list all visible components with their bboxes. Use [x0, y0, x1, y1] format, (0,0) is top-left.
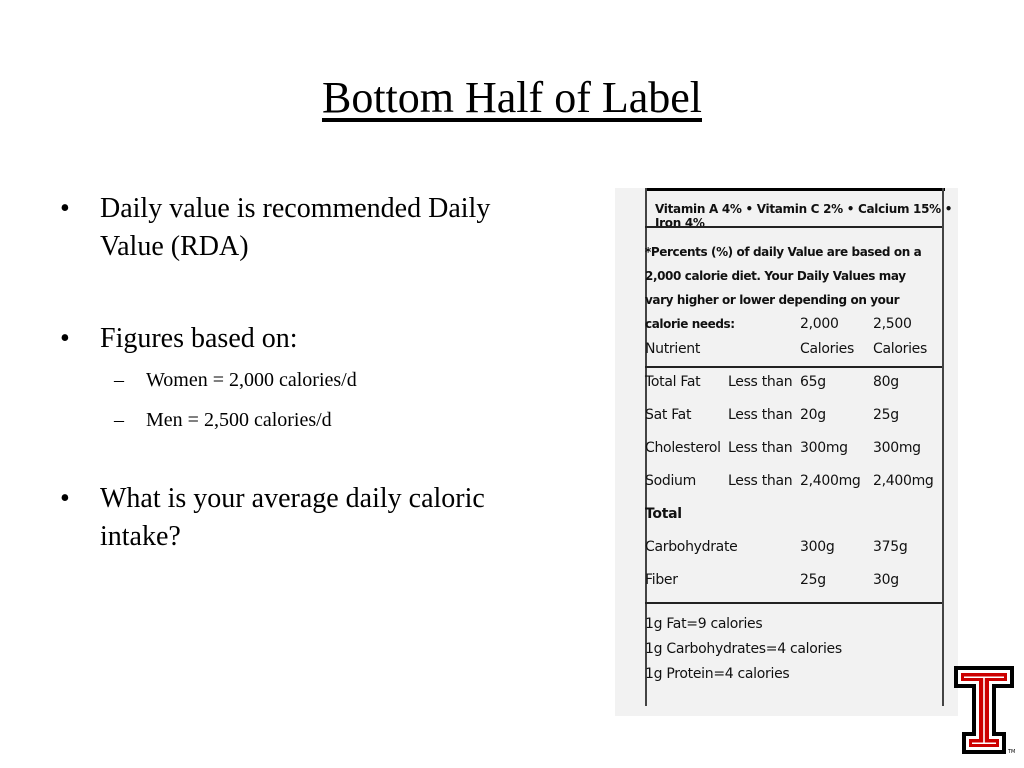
header-nutrient: Nutrient — [645, 341, 701, 357]
nutrition-label-image: Vitamin A 4% • Vitamin C 2% • Calcium 15… — [615, 188, 958, 716]
label-right-border — [942, 188, 944, 706]
nutrient-name: Total Fat — [645, 374, 701, 390]
sub-bullet-text: Men = 2,500 calories/d — [146, 409, 332, 431]
nutrient-qualifier: Less than — [728, 374, 793, 390]
value-2500: 2,400mg — [873, 473, 934, 489]
calorie-fact: 1g Protein=4 calories — [645, 666, 790, 682]
sub-bullet-item: – Women = 2,000 calories/d — [100, 360, 520, 400]
value-2000: 20g — [800, 407, 826, 423]
label-divider — [645, 602, 942, 604]
bullet-marker: • — [60, 483, 70, 514]
value-2000: 300mg — [800, 440, 848, 456]
nutrient-name: Carbohydrate — [645, 539, 738, 555]
value-2000: 300g — [800, 539, 835, 555]
sub-bullet-text: Women = 2,000 calories/d — [146, 369, 357, 391]
sub-bullet-marker: – — [114, 409, 124, 431]
bullet-text: Figures based on: — [100, 323, 298, 354]
calorie-fact: 1g Fat=9 calories — [645, 616, 763, 632]
sub-bullet-item: – Men = 2,500 calories/d — [100, 400, 520, 440]
value-2500: 25g — [873, 407, 899, 423]
value-2500: 30g — [873, 572, 899, 588]
nutrient-qualifier: Less than — [728, 407, 793, 423]
label-left-border — [645, 188, 647, 706]
daily-value-footnote: *Percents (%) of daily Value are based o… — [645, 245, 922, 331]
table-header-rule — [645, 366, 942, 368]
bullet-text: What is your average daily caloric intak… — [100, 483, 485, 552]
header-2000: 2,000 — [800, 316, 839, 332]
value-2000: 25g — [800, 572, 826, 588]
bullet-marker: • — [60, 323, 70, 354]
bullet-text: Daily value is recommended Daily Value (… — [100, 193, 491, 262]
bullet-item: • What is your average daily caloric int… — [60, 480, 520, 556]
header-calories-2500: Calories — [873, 341, 927, 357]
slide-title: Bottom Half of Label — [321, 73, 702, 122]
bullet-marker: • — [60, 193, 70, 224]
value-2000: 2,400mg — [800, 473, 861, 489]
value-2500: 375g — [873, 539, 908, 555]
value-2000: 65g — [800, 374, 826, 390]
label-top-rule — [645, 188, 945, 191]
header-calories-2000: Calories — [800, 341, 854, 357]
calorie-fact: 1g Carbohydrates=4 calories — [645, 641, 842, 657]
sub-bullet-list: – Women = 2,000 calories/d – Men = 2,500 c… — [100, 360, 520, 440]
sub-bullet-marker: – — [114, 369, 124, 391]
double-t-logo-icon: TM — [952, 664, 1016, 756]
bullet-list: • Daily value is recommended Daily Value… — [60, 190, 520, 610]
nutrient-qualifier: Less than — [728, 440, 793, 456]
nutrient-name: Total — [645, 506, 682, 522]
label-divider — [645, 226, 942, 228]
trademark-mark: TM — [1007, 749, 1015, 755]
nutrient-name: Fiber — [645, 572, 678, 588]
nutrient-name: Sodium — [645, 473, 696, 489]
nutrient-name: Sat Fat — [645, 407, 692, 423]
bullet-item: • Daily value is recommended Daily Value… — [60, 190, 520, 266]
header-2500: 2,500 — [873, 316, 912, 332]
nutrient-name: Cholesterol — [645, 440, 721, 456]
bullet-item: • Figures based on: – Women = 2,000 calor… — [60, 320, 520, 440]
nutrient-qualifier: Less than — [728, 473, 793, 489]
value-2500: 80g — [873, 374, 899, 390]
value-2500: 300mg — [873, 440, 921, 456]
